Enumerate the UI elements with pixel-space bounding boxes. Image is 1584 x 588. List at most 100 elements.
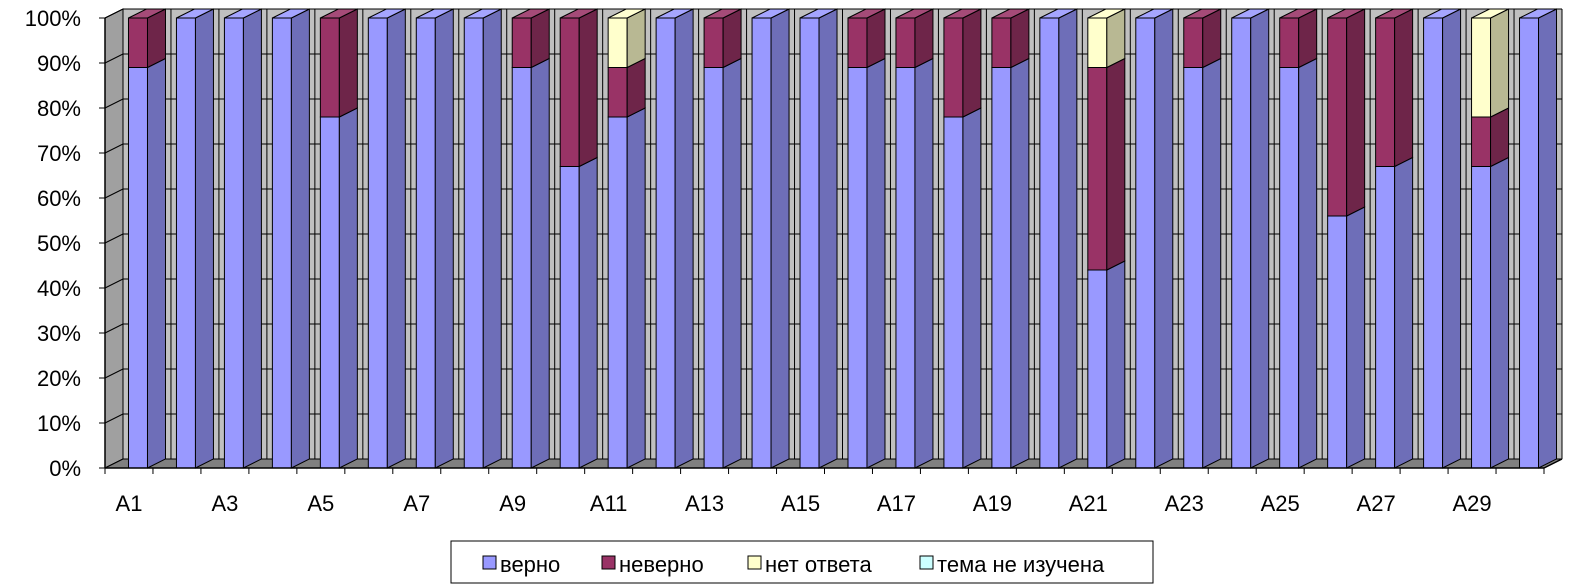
bar-segment bbox=[1471, 116, 1492, 167]
y-tick-label: 20% bbox=[37, 366, 81, 391]
x-tick-label: A15 bbox=[781, 491, 820, 516]
x-tick-label: A21 bbox=[1069, 491, 1108, 516]
gridline-side bbox=[104, 233, 124, 244]
bar-segment-top bbox=[1039, 8, 1078, 19]
bar-segment-side bbox=[338, 107, 358, 469]
bar-stack bbox=[703, 8, 742, 469]
bar-segment bbox=[1135, 17, 1156, 469]
y-tick-label: 10% bbox=[37, 411, 81, 436]
bar-segment bbox=[991, 17, 1012, 68]
bar-segment bbox=[1375, 17, 1396, 167]
bar-segment-side bbox=[194, 8, 214, 469]
y-tick-label: 40% bbox=[37, 276, 81, 301]
bar-segment bbox=[799, 17, 820, 469]
x-tick-label: A19 bbox=[973, 491, 1012, 516]
bar-segment-top bbox=[559, 8, 598, 19]
bar-segment-side bbox=[962, 8, 982, 118]
bar-segment bbox=[1279, 67, 1300, 469]
bar-stack bbox=[1039, 8, 1078, 469]
bar-segment bbox=[559, 17, 580, 167]
bar-segment bbox=[511, 67, 532, 469]
bar-segment-top bbox=[751, 8, 790, 19]
bar-segment bbox=[1231, 17, 1252, 469]
bar-segment bbox=[367, 17, 388, 469]
y-tick-label: 80% bbox=[37, 96, 81, 121]
gridline-side bbox=[104, 413, 124, 424]
bar-stack bbox=[847, 8, 886, 469]
bar-segment bbox=[895, 67, 916, 469]
bar-segment bbox=[319, 116, 340, 469]
bar-segment-side bbox=[818, 8, 838, 469]
legend-item: верно bbox=[482, 552, 560, 577]
x-tick-label: A17 bbox=[877, 491, 916, 516]
bar-segment bbox=[847, 67, 868, 469]
bar-segment bbox=[847, 17, 868, 68]
bar-segment bbox=[991, 67, 1012, 469]
bar-segment-top bbox=[1231, 8, 1269, 19]
bar-stack bbox=[127, 8, 166, 469]
bar-segment-top bbox=[895, 8, 934, 19]
bar-stack bbox=[1423, 8, 1462, 469]
bar-segment bbox=[1471, 166, 1492, 469]
bar-stack bbox=[751, 8, 790, 469]
bar-segment-side bbox=[1394, 8, 1414, 168]
x-tick-label: A23 bbox=[1165, 491, 1204, 516]
bar-segment bbox=[127, 17, 148, 68]
legend-swatch bbox=[482, 555, 497, 570]
bar-segment-side bbox=[146, 57, 166, 469]
bar-segment-top bbox=[991, 8, 1030, 19]
bar-segment bbox=[1039, 17, 1060, 469]
bar-segment bbox=[511, 17, 532, 68]
bar-segment-side bbox=[626, 57, 646, 118]
bar-segment-top bbox=[943, 8, 982, 19]
bar-segment-top bbox=[464, 8, 502, 19]
legend-label: верно bbox=[500, 552, 560, 577]
bar-segment-side bbox=[1250, 8, 1270, 469]
bar-segment-top bbox=[1375, 8, 1413, 19]
bar-segment-top bbox=[1135, 8, 1174, 19]
bar-segment-side bbox=[338, 8, 358, 118]
bar-segment-side bbox=[626, 107, 646, 469]
bar-stack bbox=[607, 8, 646, 469]
bar-segment-top bbox=[511, 8, 550, 19]
bar-stack bbox=[895, 8, 934, 469]
bar-segment-side bbox=[722, 57, 742, 469]
bar-segment-top bbox=[1519, 8, 1557, 19]
bar-stack bbox=[1327, 8, 1366, 469]
bar-stack bbox=[463, 8, 502, 469]
bar-segment-side bbox=[1298, 8, 1318, 69]
bar-segment-top bbox=[607, 8, 646, 19]
bar-segment-side bbox=[1346, 8, 1366, 217]
bar-segment-top bbox=[1327, 8, 1365, 19]
gridlines bbox=[104, 8, 1563, 469]
gridline-side bbox=[104, 53, 124, 64]
bar-segment-side bbox=[1010, 8, 1030, 69]
legend-box bbox=[450, 540, 1154, 584]
y-tick-label: 100% bbox=[25, 6, 81, 31]
bar-segment-side bbox=[914, 57, 934, 469]
bar-segment-side bbox=[1154, 8, 1174, 469]
bar-stack bbox=[991, 8, 1030, 469]
bar-segment-side bbox=[434, 8, 454, 469]
bar-segment bbox=[895, 17, 916, 68]
x-tick-label: A11 bbox=[590, 491, 628, 516]
bar-segment-top bbox=[655, 8, 694, 19]
bar-segment bbox=[1087, 269, 1108, 469]
bar-segment-side bbox=[1394, 156, 1414, 469]
y-tick-label: 50% bbox=[37, 231, 81, 256]
bar-segment bbox=[703, 17, 724, 68]
bar-segment-side bbox=[530, 8, 550, 69]
bar-segment bbox=[175, 17, 196, 469]
bar-stack bbox=[1231, 8, 1270, 469]
bar-segment-top bbox=[799, 8, 838, 19]
bar-segment bbox=[1087, 17, 1108, 68]
bar-segment-top bbox=[847, 8, 886, 19]
bar-segment bbox=[1471, 17, 1492, 118]
bar-stack bbox=[223, 8, 262, 469]
x-tick-label: A3 bbox=[211, 491, 238, 516]
y-tick-label: 70% bbox=[37, 141, 81, 166]
bar-segment bbox=[1183, 17, 1204, 68]
bar-segment bbox=[559, 166, 580, 469]
